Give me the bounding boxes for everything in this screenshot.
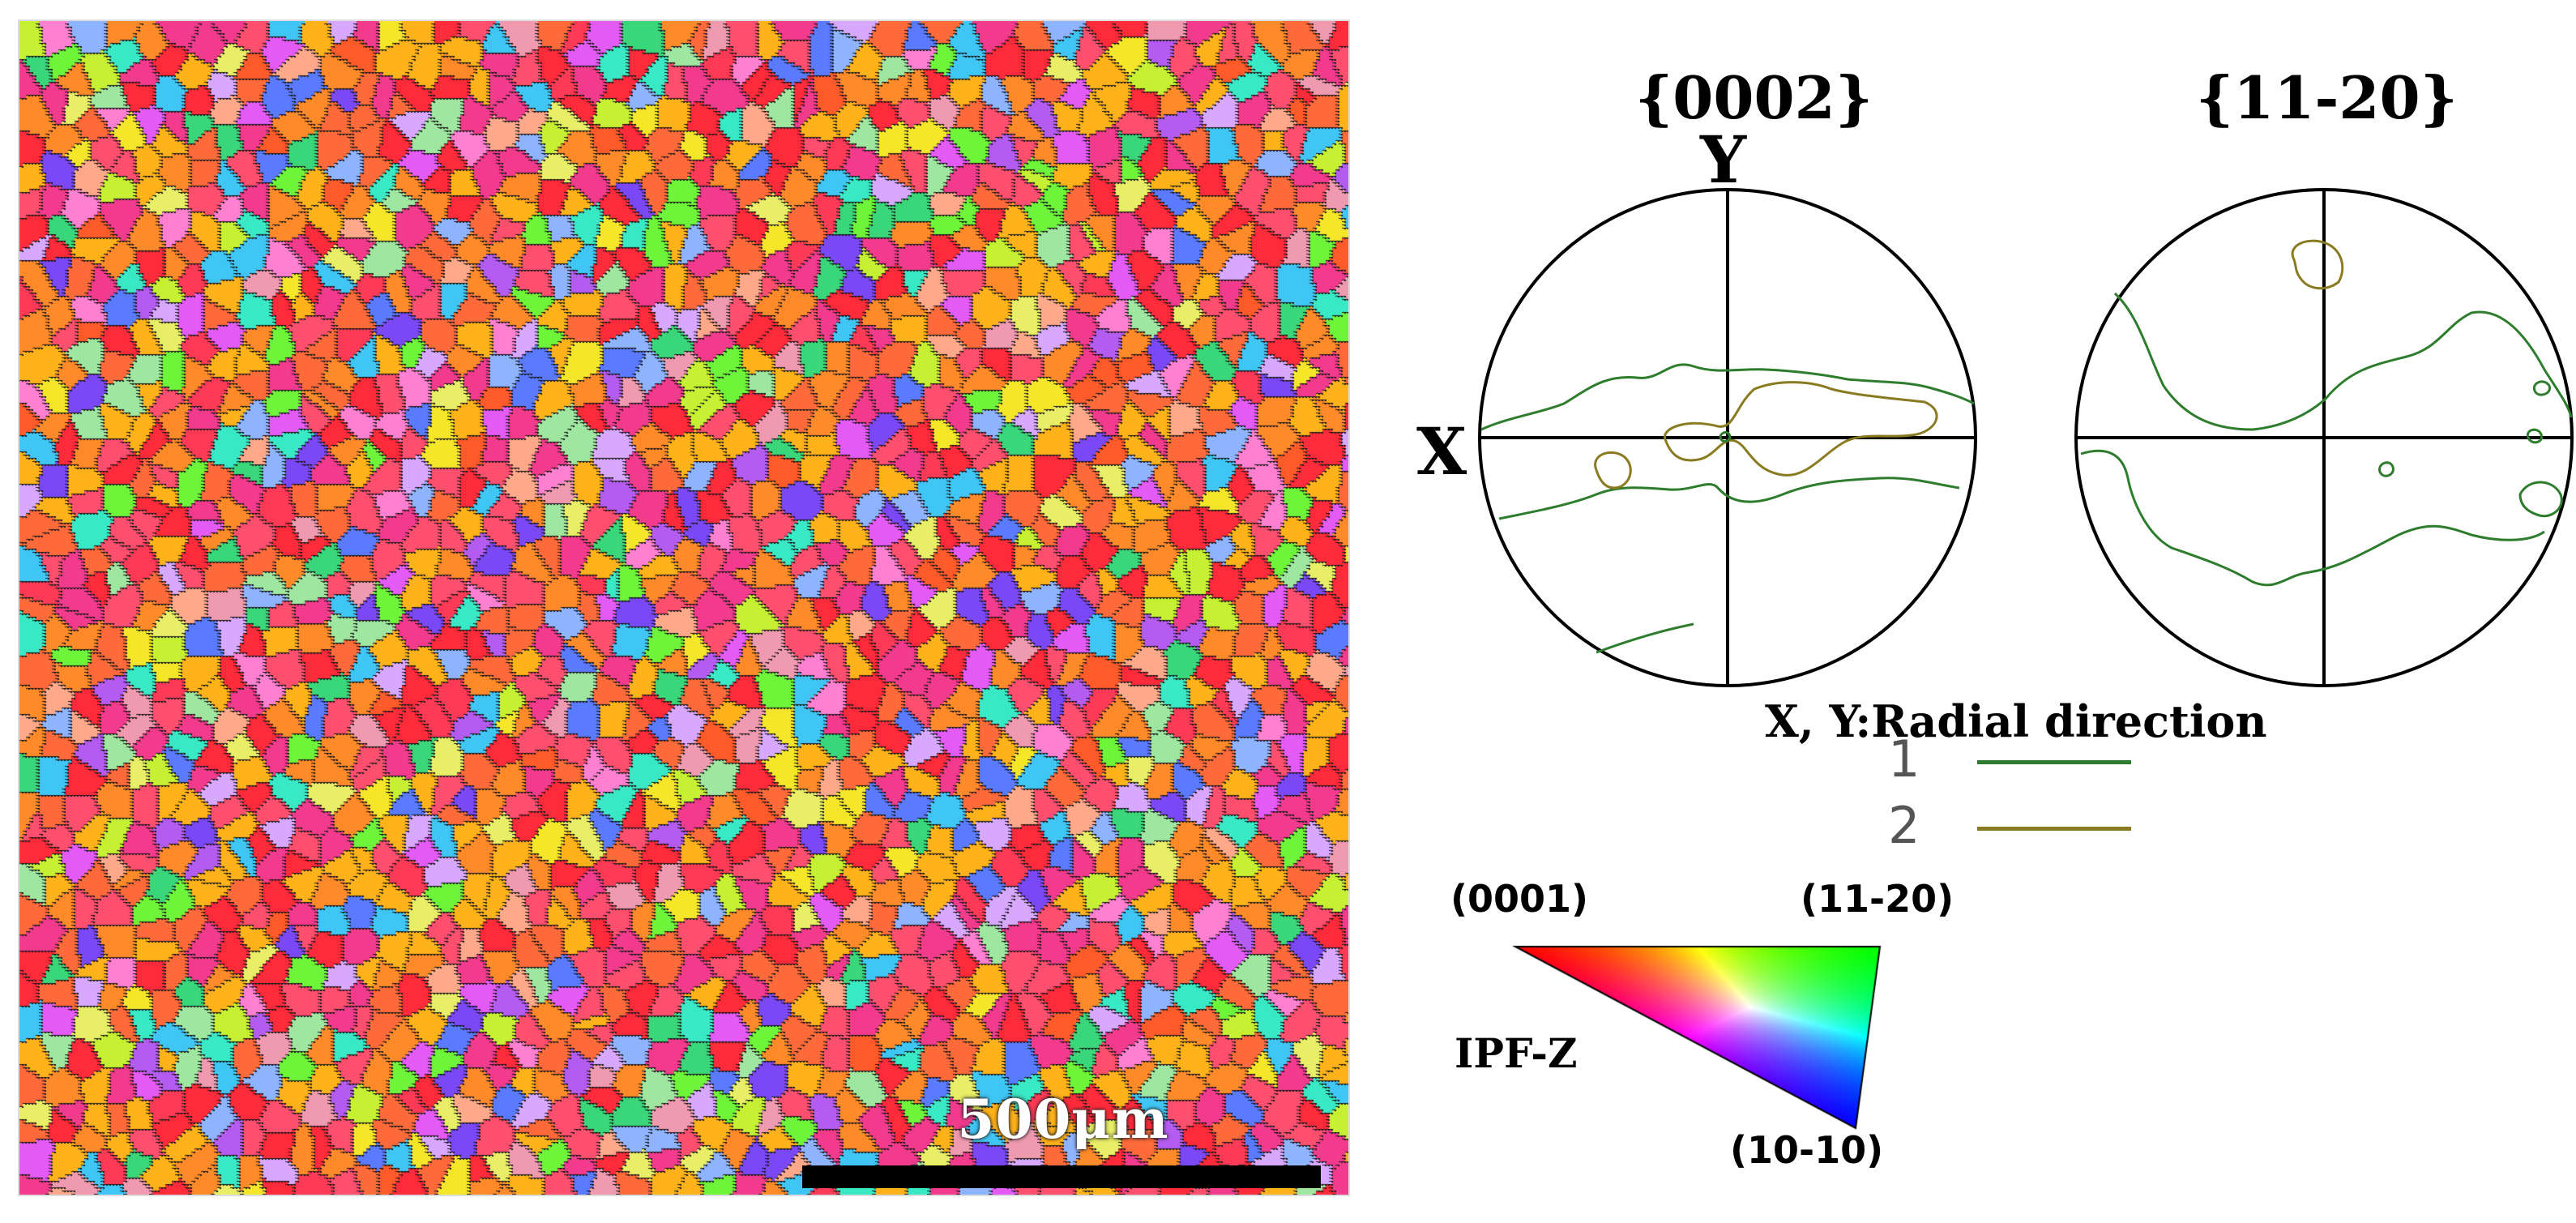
ipf-corner-10-10: (10-10)	[1730, 1128, 1884, 1172]
contour-level-2	[2291, 239, 2344, 290]
pole-figure-title-11-20: {11-20}	[2196, 63, 2458, 132]
contour-level-2	[1594, 451, 1632, 490]
contour-level-1	[2080, 449, 2545, 587]
contour-level-1	[2113, 292, 2573, 431]
contour-level-1	[2518, 481, 2563, 518]
pole-figures	[1478, 188, 2574, 687]
ipf-corner-0001: (0001)	[1450, 877, 1589, 921]
contour-level-1	[2378, 461, 2394, 477]
ebsd-orientation-map	[18, 19, 1350, 1196]
pole-figure-title-0002: {0002}	[1635, 63, 1873, 132]
grain-map-canvas	[19, 21, 1348, 1195]
contour-level-2	[1664, 381, 1938, 477]
scale-bar	[802, 1165, 1321, 1188]
contour-level-1	[2526, 428, 2544, 444]
pole-figure-11-20	[2074, 188, 2574, 687]
contour-level-1	[2532, 380, 2552, 396]
ipf-corner-11-20: (11-20)	[1801, 877, 1954, 921]
contour-level-1	[1719, 431, 1732, 443]
legend-line-1	[1977, 760, 2131, 764]
contour-level-1	[1480, 363, 1975, 431]
axis-label-y: Y	[1700, 122, 1747, 198]
legend-caption: X, Y:Radial direction	[1765, 695, 2267, 747]
contour-level-1	[1498, 477, 1960, 520]
ipf-color-triangle	[1507, 940, 1896, 1135]
contour-level-1	[1596, 622, 1694, 654]
legend-line-2	[1977, 827, 2131, 831]
pole-figure-0002	[1478, 188, 1977, 687]
scale-bar-label: 500μm	[957, 1088, 1169, 1151]
axis-label-x: X	[1416, 413, 1467, 490]
legend-entry-label: 2	[1888, 796, 1920, 855]
legend-entry-label: 1	[1888, 729, 1920, 789]
